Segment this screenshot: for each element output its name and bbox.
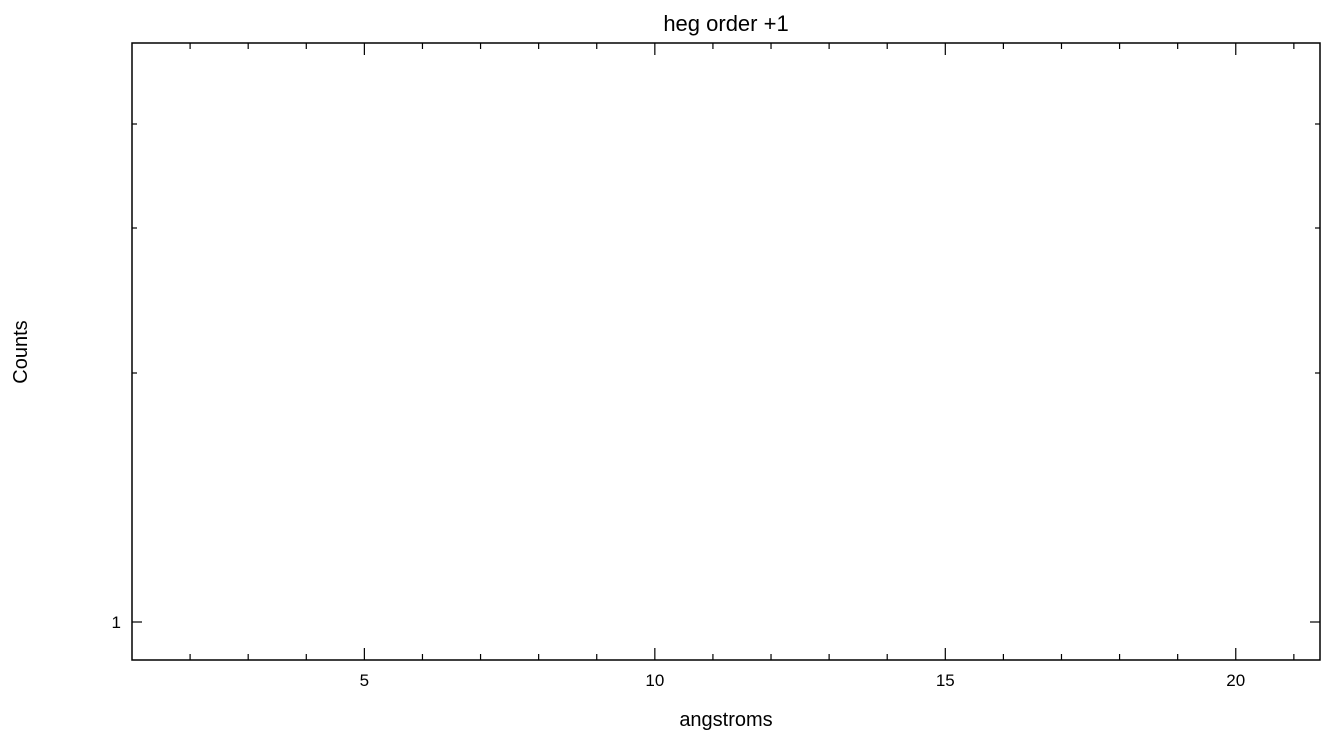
plot-frame [131, 42, 1321, 661]
x-tick-label: 20 [1226, 671, 1245, 690]
x-tick-label: 15 [936, 671, 955, 690]
x-axis-label: angstroms [679, 709, 772, 731]
x-tick-label: 5 [360, 671, 369, 690]
y-tick-label: 1 [112, 613, 121, 632]
tick-marks [132, 43, 1320, 660]
y-axis-label: Counts [10, 320, 32, 383]
x-tick-labels: 5 10 15 20 [360, 671, 1246, 690]
x-tick-label: 10 [645, 671, 664, 690]
chart-title: heg order +1 [663, 11, 788, 36]
y-tick-labels: 1 [112, 613, 121, 632]
